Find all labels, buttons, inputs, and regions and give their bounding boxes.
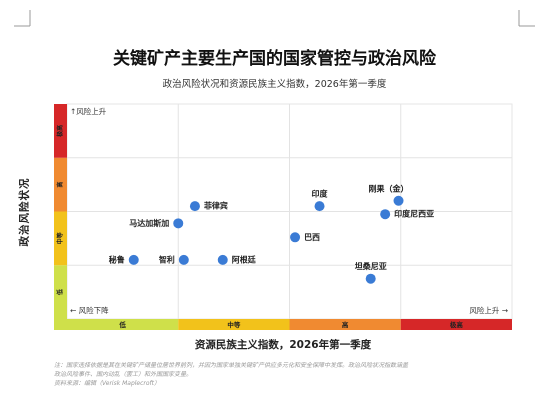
- x-band-label: 极高: [450, 320, 464, 329]
- point-label-0: 菲律宾: [204, 201, 228, 211]
- point-marker-4: [217, 254, 228, 265]
- y-band-1: [54, 211, 67, 266]
- y-band-label: 低: [56, 289, 64, 296]
- source-notes: 注：国家选择依据是其在关键矿产储量位居世界前列，并因为国家单独关键矿产供应多元化…: [54, 361, 524, 388]
- point-label-6: 巴西: [304, 233, 320, 242]
- point-marker-0: [189, 201, 200, 212]
- chart-subtitle: 政治风险状况和资源民族主义指数，2026年第一季度: [162, 79, 387, 90]
- point-marker-7: [393, 195, 404, 206]
- point-label-5: 印度: [312, 189, 329, 199]
- x-band-1: [178, 319, 290, 330]
- note-line-3: 资料来源：编辑（Verisk Maplecroft）: [54, 380, 161, 387]
- x-band-0: [67, 319, 179, 330]
- point-marker-5: [314, 201, 325, 212]
- x-band-2: [289, 319, 401, 330]
- point-marker-9: [365, 273, 376, 284]
- point-label-3: 智利: [159, 254, 175, 264]
- y-band-label: 高: [56, 182, 64, 188]
- y-band-label: 极高: [56, 125, 64, 137]
- point-marker-8: [380, 209, 391, 220]
- note-line-1: 注：国家选择依据是其在关键矿产储量位居世界前列，并因为国家单独关键矿产供应多元化…: [54, 362, 409, 369]
- point-label-1: 马达加斯加: [129, 218, 169, 228]
- arrow-right-label: 风险上升 →: [469, 305, 508, 315]
- point-label-2: 秘鲁: [109, 254, 125, 264]
- y-band-2: [54, 157, 67, 212]
- x-band-label: 高: [342, 320, 349, 329]
- arrow-left-label: ← 风险下降: [70, 305, 109, 315]
- arrow-up-label: ↑风险上升: [70, 106, 107, 116]
- point-label-8: 印度尼西亚: [394, 209, 434, 219]
- y-band-3: [54, 104, 67, 158]
- chart-title: 关键矿产主要生产国的国家管控与政治风险: [113, 49, 436, 69]
- x-band-label: 低: [118, 320, 126, 329]
- point-marker-2: [128, 254, 139, 265]
- band-corner: [54, 319, 67, 330]
- point-marker-6: [290, 232, 301, 243]
- point-label-7: 刚果（金）: [369, 183, 409, 193]
- note-line-2: 政治风险事件、国内动乱（罢工）和外国国家变量。: [54, 371, 193, 378]
- point-label-9: 坦桑尼亚: [355, 261, 387, 271]
- y-band-label: 中等: [56, 232, 64, 244]
- x-axis-label: 资源民族主义指数，2026年第一季度: [194, 339, 372, 351]
- y-band-0: [54, 265, 67, 319]
- point-marker-3: [178, 254, 189, 265]
- x-band-label: 中等: [227, 320, 241, 329]
- point-label-4: 阿根廷: [232, 254, 257, 264]
- x-band-3: [400, 319, 512, 330]
- point-marker-1: [173, 218, 184, 229]
